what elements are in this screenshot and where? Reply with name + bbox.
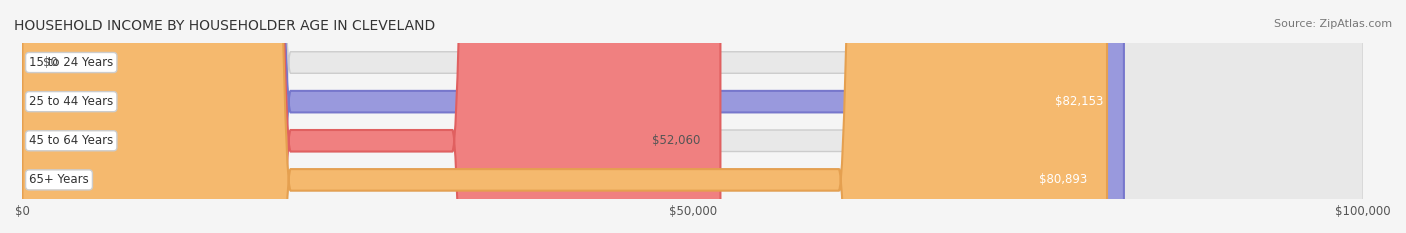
FancyBboxPatch shape <box>22 0 1364 233</box>
Text: $0: $0 <box>42 56 58 69</box>
Text: $82,153: $82,153 <box>1056 95 1104 108</box>
Text: 45 to 64 Years: 45 to 64 Years <box>30 134 114 147</box>
Text: Source: ZipAtlas.com: Source: ZipAtlas.com <box>1274 19 1392 29</box>
FancyBboxPatch shape <box>22 0 1364 233</box>
Text: 65+ Years: 65+ Years <box>30 173 89 186</box>
FancyBboxPatch shape <box>22 0 1107 233</box>
Text: $52,060: $52,060 <box>652 134 700 147</box>
Text: $80,893: $80,893 <box>1039 173 1087 186</box>
Text: 15 to 24 Years: 15 to 24 Years <box>30 56 114 69</box>
Text: 25 to 44 Years: 25 to 44 Years <box>30 95 114 108</box>
FancyBboxPatch shape <box>22 0 720 233</box>
Text: HOUSEHOLD INCOME BY HOUSEHOLDER AGE IN CLEVELAND: HOUSEHOLD INCOME BY HOUSEHOLDER AGE IN C… <box>14 19 436 33</box>
FancyBboxPatch shape <box>22 0 1364 233</box>
FancyBboxPatch shape <box>22 0 1123 233</box>
FancyBboxPatch shape <box>22 0 1364 233</box>
